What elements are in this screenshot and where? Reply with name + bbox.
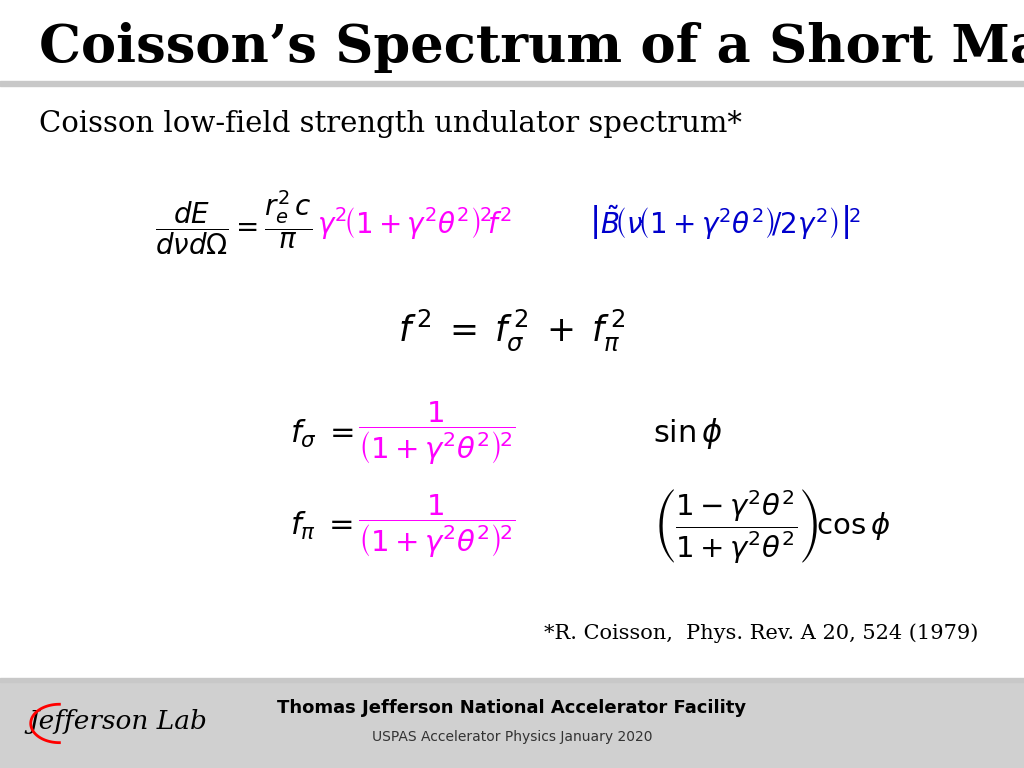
Bar (0, 678, 1024, 682)
Text: $f^{\,2} \;=\; f_{\sigma}^{\,2} \;+\; f_{\pi}^{\,2}$: $f^{\,2} \;=\; f_{\sigma}^{\,2} \;+\; f_… (398, 307, 626, 353)
Text: *R. Coisson,  Phys. Rev. A 20, 524 (1979): *R. Coisson, Phys. Rev. A 20, 524 (1979) (544, 624, 978, 644)
Text: $\gamma^2\!\left(1+\gamma^2\theta^2\right)^{\!2}\! f^2$: $\gamma^2\!\left(1+\gamma^2\theta^2\righ… (317, 205, 512, 240)
Bar (0, 81, 1024, 86)
Text: $f_{\pi} \;=$: $f_{\pi} \;=$ (290, 510, 353, 542)
Text: $\left|\tilde{B}\!\left(\nu\!\left(1+\gamma^2\theta^2\right)\!/2\gamma^2\right)\: $\left|\tilde{B}\!\left(\nu\!\left(1+\ga… (589, 204, 861, 242)
Text: USPAS Accelerator Physics January 2020: USPAS Accelerator Physics January 2020 (372, 730, 652, 744)
Text: Coisson’s Spectrum of a Short Magnet: Coisson’s Spectrum of a Short Magnet (39, 22, 1024, 74)
Text: $f_{\sigma} \;=$: $f_{\sigma} \;=$ (290, 418, 353, 450)
Text: $\sin\phi$: $\sin\phi$ (653, 416, 723, 452)
Text: $\left(\dfrac{1-\gamma^2\theta^2}{1+\gamma^2\theta^2}\right)\!\cos\phi$: $\left(\dfrac{1-\gamma^2\theta^2}{1+\gam… (653, 487, 891, 565)
Bar (0, 682, 1024, 768)
Text: $\dfrac{1}{\left(1+\gamma^2\theta^2\right)^{\!2}}$: $\dfrac{1}{\left(1+\gamma^2\theta^2\righ… (358, 492, 516, 560)
Text: $\dfrac{1}{\left(1+\gamma^2\theta^2\right)^{\!2}}$: $\dfrac{1}{\left(1+\gamma^2\theta^2\righ… (358, 400, 516, 468)
Text: $\dfrac{dE}{d\nu d\Omega} = \dfrac{r_e^2\,c}{\pi}$: $\dfrac{dE}{d\nu d\Omega} = \dfrac{r_e^2… (156, 188, 312, 257)
Text: Coisson low-field strength undulator spectrum*: Coisson low-field strength undulator spe… (39, 111, 741, 138)
Text: Jefferson Lab: Jefferson Lab (29, 710, 207, 734)
Text: Thomas Jefferson National Accelerator Facility: Thomas Jefferson National Accelerator Fa… (278, 699, 746, 717)
